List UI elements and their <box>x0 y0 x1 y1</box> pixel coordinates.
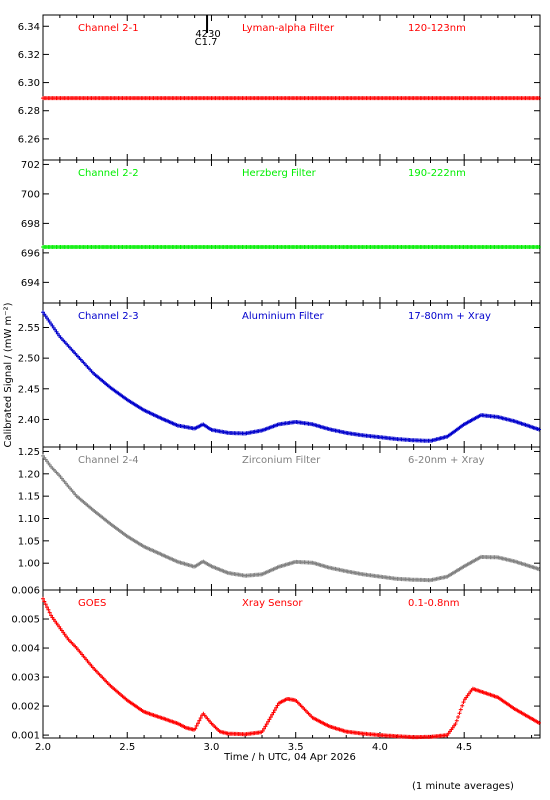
event-marker-id: 4230 <box>195 29 220 40</box>
x-tick-label: 4.5 <box>456 742 472 753</box>
y-tick-label: 2.45 <box>18 384 40 395</box>
panel-frame <box>42 302 541 448</box>
panel-frame <box>42 159 541 304</box>
x-tick-label: 3.5 <box>288 742 304 753</box>
series-markers <box>41 310 541 443</box>
series-markers <box>41 453 541 583</box>
panel-frame <box>42 589 541 739</box>
y-tick-label: 1.20 <box>18 469 40 480</box>
panel-label-band: 6-20nm + Xray <box>408 455 485 466</box>
panel-label-filter: Aluminium Filter <box>242 311 325 322</box>
panel-4: 0.001 0.002 0.003 0.004 0.005 0.006 2.0 2.5 3.0 3… <box>11 586 541 753</box>
panel-3: 1.00 1.05 1.10 1.15 1.20 1.25 Channel 2-4 Zirco… <box>18 446 541 591</box>
panel-0: 6.26 6.28 6.30 6.32 6.34 Channel 2-1 Lyman-alp… <box>18 14 541 161</box>
panel-label-band: 120-123nm <box>408 23 466 34</box>
x-tick-label: 2.0 <box>35 742 51 753</box>
y-tick-label: 0.002 <box>11 702 40 713</box>
panel-label-filter: Lyman-alpha Filter <box>242 23 335 34</box>
chart-panels: 6.26 6.28 6.30 6.32 6.34 Channel 2-1 Lyman-alp… <box>11 14 541 753</box>
y-tick-label: 0.003 <box>11 673 40 684</box>
y-tick-label: 1.05 <box>18 536 40 547</box>
panel-2: 2.40 2.45 2.50 2.55 Channel 2-3 Aluminium Fil… <box>18 302 541 448</box>
y-tick-label: 0.005 <box>11 615 40 626</box>
y-tick-label: 696 <box>21 248 40 259</box>
event-marker-class: C1.7 <box>195 37 218 48</box>
y-tick-label: 6.32 <box>18 50 40 61</box>
y-tick-label: 1.15 <box>18 492 40 503</box>
y-tick-label: 0.004 <box>11 644 40 655</box>
y-axis-label: Calibrated Signal / (mW m⁻²) <box>3 302 14 447</box>
x-tick-label: 2.5 <box>119 742 135 753</box>
panel-label-filter: Xray Sensor <box>242 598 303 609</box>
panel-label-filter: Zirconium Filter <box>242 455 321 466</box>
panel-frame <box>42 14 541 161</box>
y-tick-label: 6.26 <box>18 134 40 145</box>
panel-label-band: 0.1-0.8nm <box>408 598 460 609</box>
x-tick-label: 3.0 <box>204 742 220 753</box>
y-tick-label: 6.28 <box>18 106 40 117</box>
x-tick-label: 4.0 <box>372 742 388 753</box>
y-tick-label: 698 <box>21 219 40 230</box>
y-tick-label: 0.001 <box>11 731 40 742</box>
y-tick-label: 694 <box>21 278 40 289</box>
y-tick-label: 1.10 <box>18 514 40 525</box>
panel-1: 694 696 698 700 702 Channel 2-2 Herzberg Filte… <box>21 159 541 304</box>
x-axis-label: Time / h UTC, 04 Apr 2026 <box>223 752 356 763</box>
y-tick-label: 2.50 <box>18 354 40 365</box>
panel-label-channel: Channel 2-3 <box>78 311 139 322</box>
y-tick-label: 1.25 <box>18 447 40 458</box>
panel-label-channel: Channel 2-1 <box>78 23 139 34</box>
averaging-note: (1 minute averages) <box>412 781 514 792</box>
y-tick-label: 700 <box>21 189 40 200</box>
panel-label-band: 17-80nm + Xray <box>408 311 491 322</box>
y-tick-label: 6.34 <box>18 22 40 33</box>
panel-label-channel: Channel 2-4 <box>78 455 139 466</box>
y-tick-label: 2.40 <box>18 415 40 426</box>
y-tick-label: 1.00 <box>18 559 40 570</box>
panel-label-filter: Herzberg Filter <box>242 168 317 179</box>
series-markers <box>41 96 541 101</box>
y-tick-label: 6.30 <box>18 78 40 89</box>
y-tick-label: 2.55 <box>18 323 40 334</box>
panel-label-channel: Channel 2-2 <box>78 168 139 179</box>
panel-label-band: 190-222nm <box>408 168 466 179</box>
y-tick-label: 0.006 <box>11 586 40 597</box>
panel-frame <box>42 446 541 591</box>
panel-label-channel: GOES <box>78 598 106 609</box>
series-markers <box>41 596 541 740</box>
series-markers <box>41 245 541 249</box>
y-tick-label: 702 <box>21 160 40 171</box>
